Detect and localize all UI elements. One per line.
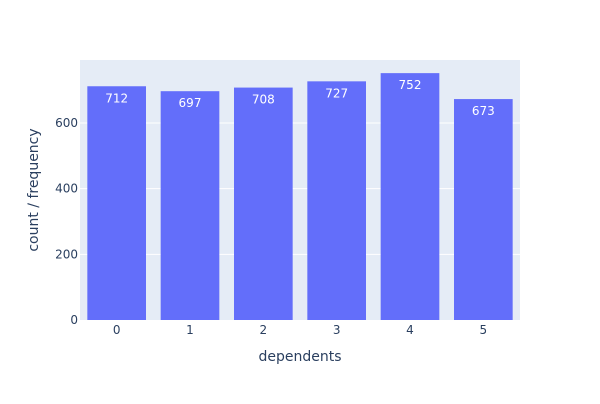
bar[interactable]: [380, 73, 440, 320]
bar-value-label: 697: [179, 96, 202, 110]
bar-value-label: 712: [105, 91, 128, 105]
y-tick-label: 400: [55, 182, 78, 196]
x-tick-label: 3: [333, 323, 341, 337]
x-tick-label: 4: [406, 323, 414, 337]
data-labels: 712 697 708 727 752 673: [105, 78, 495, 118]
x-tick-label: 1: [186, 323, 194, 337]
bar[interactable]: [307, 81, 366, 321]
bar-value-label: 673: [472, 104, 495, 118]
y-axis-title: count / frequency: [26, 128, 42, 251]
bars: [87, 73, 513, 321]
x-tick-label: 0: [113, 323, 121, 337]
x-tick-label: 2: [260, 323, 268, 337]
bar-value-label: 727: [325, 86, 348, 100]
x-axis-title: dependents: [258, 349, 341, 365]
y-tick-label: 200: [55, 247, 78, 261]
x-tick-label: 5: [480, 323, 488, 337]
gridlines: [80, 122, 520, 255]
bar-value-label: 752: [399, 78, 422, 92]
bar[interactable]: [160, 91, 220, 321]
x-axis-ticks: 0 1 2 3 4 5: [113, 323, 487, 337]
bar[interactable]: [454, 99, 513, 320]
y-axis-ticks: 0 200 400 600: [55, 116, 78, 327]
bar[interactable]: [87, 86, 146, 320]
bar-value-label: 708: [252, 93, 275, 107]
y-tick-label: 600: [55, 116, 78, 130]
y-tick-label: 0: [70, 313, 78, 327]
bar[interactable]: [234, 87, 293, 320]
plot-background: [80, 60, 520, 320]
